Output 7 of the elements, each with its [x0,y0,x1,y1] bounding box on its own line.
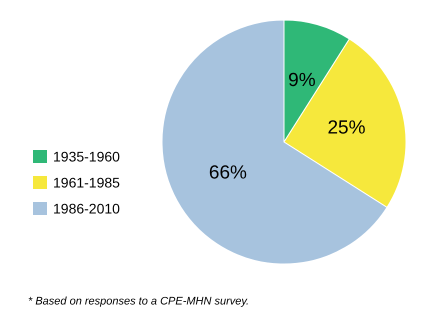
text: * Based on responses to a CPE-MHN survey. [28,296,250,308]
data-label: 9% [288,70,316,92]
data-label: 66% [208,162,248,184]
legend-label: 1986-2010 [53,200,120,216]
legend-label: 1935-1960 [53,148,120,164]
legend-label: 1961-1985 [53,174,120,190]
data-label: 25% [327,118,366,139]
